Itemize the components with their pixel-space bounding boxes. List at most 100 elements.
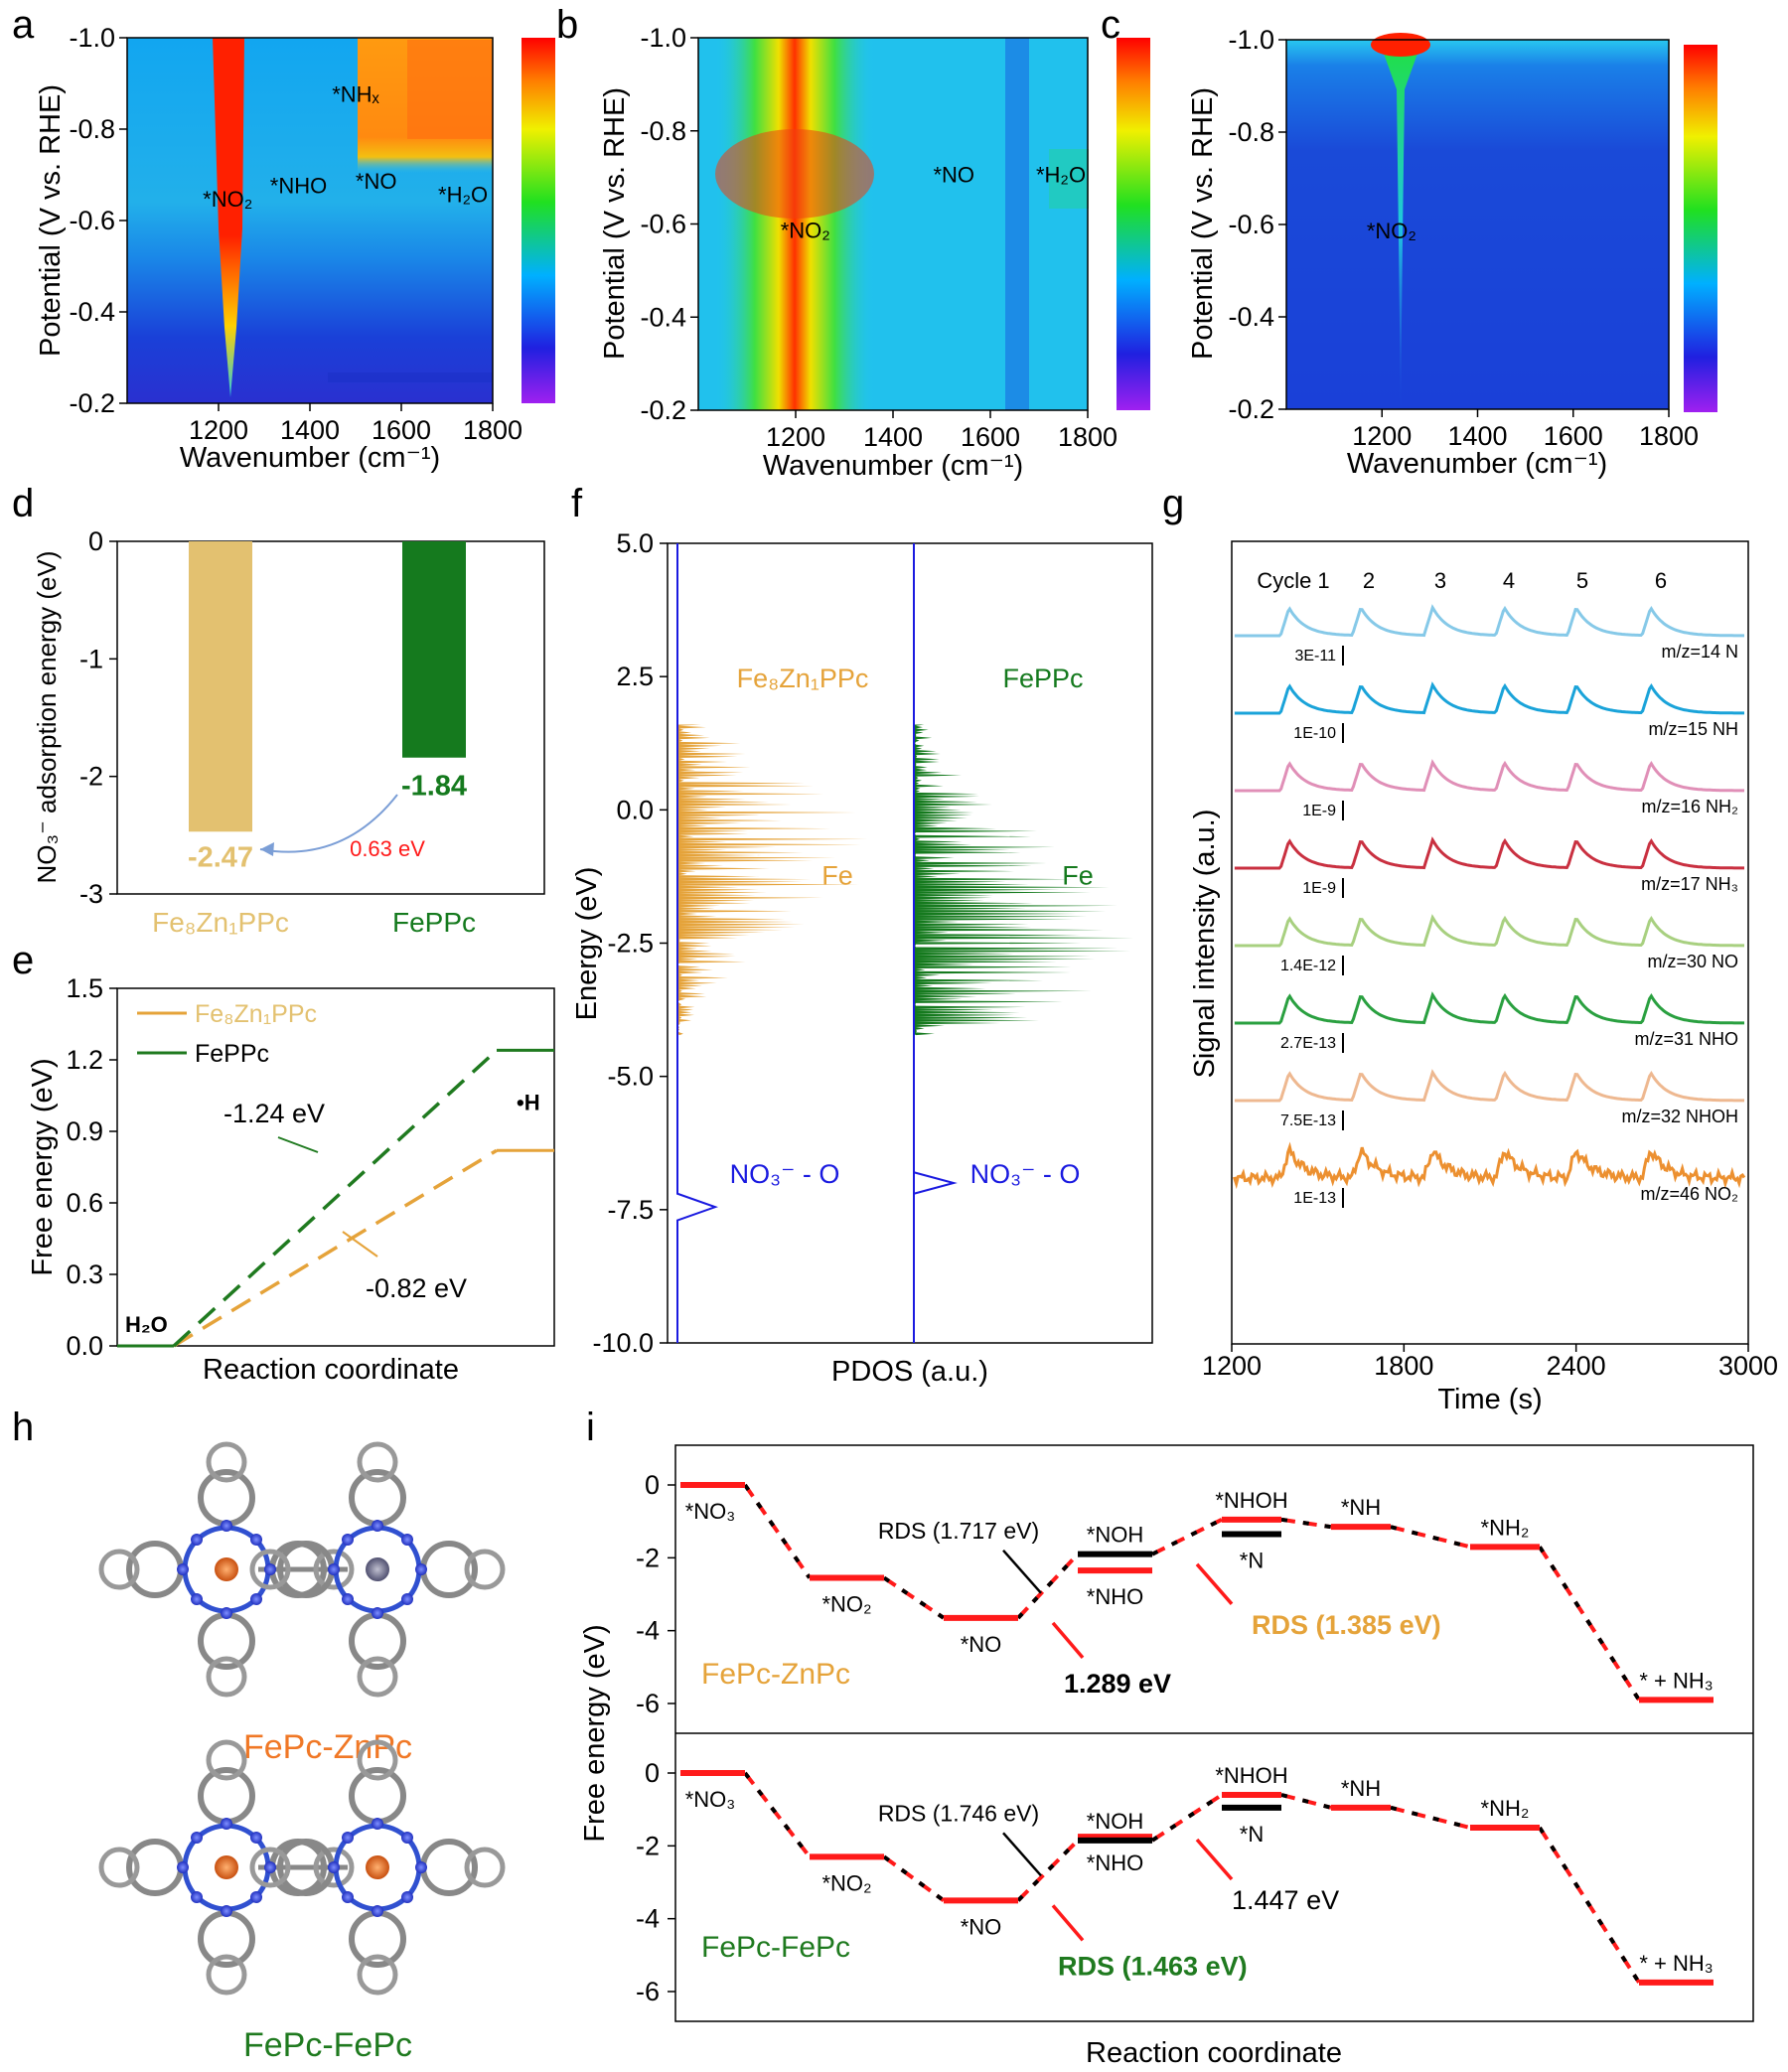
outer-ring: [98, 1847, 140, 1888]
series-label: m/z=32 NHOH: [1621, 1107, 1738, 1126]
pdos-o-label: NO₃⁻ - O: [970, 1159, 1081, 1189]
y-tick-label: -4: [636, 1616, 660, 1646]
red-arrow: [1195, 1838, 1234, 1881]
scale-label: 1E-9: [1302, 880, 1336, 897]
panel-letter-b: b: [556, 3, 578, 47]
rds-arrow: [1002, 1832, 1042, 1877]
pathway-connector-alt: [1016, 1839, 1080, 1902]
nitrogen-atom: [250, 1832, 262, 1844]
nitrogen-atom: [264, 1563, 276, 1575]
y-tick-label: -0.8: [69, 114, 115, 144]
pathway-connector-alt: [1150, 1793, 1224, 1843]
line-e-ylabel: Free energy (eV): [27, 1058, 59, 1275]
x-tick-label: 1800: [1058, 422, 1118, 452]
pdos-fe-label: Fe: [1062, 860, 1094, 890]
heatmap-c-axis-ticks: 1200 1400 1600 1800 -1.0 -0.8 -0.6 -0.4 -0.2: [1228, 25, 1699, 451]
nitrogen-atom: [342, 1891, 354, 1903]
heatmap-annotation: *H₂O: [438, 183, 488, 208]
y-tick-label: -2.5: [607, 929, 654, 959]
step-label: *NO₃: [685, 1787, 736, 1812]
nitrogen-atom: [342, 1832, 354, 1844]
nitrogen-atom: [342, 1593, 354, 1605]
nitrogen-atom: [328, 1563, 340, 1575]
heatmap-b-xlabel: Wavenumber (cm⁻¹): [763, 450, 1023, 482]
y-tick-label: -5.0: [607, 1062, 654, 1092]
y-tick-label: -0.4: [69, 297, 115, 327]
step-label: * + NH₃: [1639, 1951, 1713, 1976]
scale-label: 7.5E-13: [1280, 1112, 1336, 1129]
cycle-label: 3: [1434, 568, 1446, 593]
y-tick-label: 1.2: [66, 1045, 103, 1075]
molecule-fepc-fepc: [98, 1739, 506, 1996]
series-label: m/z=17 NH₃: [1641, 874, 1738, 894]
profile-i-ylabel: Free energy (eV): [579, 1624, 611, 1842]
pathway-connector: [882, 1854, 946, 1902]
iron-atom: [215, 1855, 238, 1879]
y-tick-label: 5.0: [616, 528, 654, 558]
nitrogen-atom: [221, 1905, 232, 1917]
nitrogen-atom: [372, 1607, 383, 1619]
heatmap-b-hotspot: [715, 129, 874, 219]
step-label: *NH: [1341, 1495, 1381, 1520]
panel-letter-d: d: [12, 482, 34, 525]
outer-ring: [249, 1847, 291, 1888]
heatmap-c-background: [1286, 40, 1669, 409]
energy-annotation: -1.24 eV: [224, 1099, 325, 1128]
structure-label-fepc-znpc: FePc-ZnPc: [243, 1728, 412, 1766]
y-tick-label: -0.6: [69, 206, 115, 235]
heatmap-a-dark-band: [328, 372, 493, 382]
iron-atom: [215, 1557, 238, 1581]
nitrogen-atom: [401, 1534, 413, 1546]
molecule-fepc-znpc: [98, 1441, 506, 1698]
step-label: *NH: [1341, 1776, 1381, 1801]
y-tick-label: -2: [636, 1831, 660, 1860]
pathway-connector-alt: [1538, 1546, 1641, 1702]
y-tick-label: -10.0: [592, 1328, 654, 1358]
pathway-connector-alt: [1538, 1826, 1641, 1984]
pathway-connector: [1016, 1839, 1080, 1902]
outer-ring: [313, 1549, 355, 1590]
series-label: m/z=16 NH₂: [1641, 797, 1738, 816]
rds-annotation: RDS (1.717 eV): [878, 1518, 1039, 1544]
cycle-label: 6: [1655, 568, 1667, 593]
step-label: *N: [1240, 1822, 1264, 1847]
panel-f-pdos: 5.0 2.5 0.0 -2.5 -5.0 -7.5 -10.0 Fe₈Zn₁PPc Fe NO₃…: [571, 528, 1153, 1388]
nitrogen-atom: [415, 1861, 427, 1873]
heatmap-c-no2-band: [1379, 40, 1422, 409]
difference-arrow: [259, 794, 398, 853]
difference-annotation: 0.63 eV: [350, 836, 425, 861]
ms-signal-trace: [1234, 604, 1744, 638]
panel-g-ms-signals: 1200 1800 2400 3000 Cycle 1 2 3 4 5 6 m/z=14 N 3E-1…: [1189, 540, 1778, 1415]
y-tick-label: -0.4: [640, 302, 686, 332]
panel-letter-a: a: [12, 3, 35, 47]
outer-ring: [206, 1441, 247, 1483]
x-category-label: FePPc: [392, 907, 476, 938]
difference-arrowhead: [260, 842, 274, 856]
ms-g-ylabel: Signal intensity (a.u.): [1189, 810, 1221, 1079]
ms-signal-trace: [1234, 681, 1744, 715]
panel-e-line-chart: 0.0 0.3 0.6 0.9 1.2 1.5 Fe₈Zn₁PPc FePPc H₂O •H -1.…: [27, 973, 555, 1386]
legend-label: FePPc: [195, 1040, 269, 1068]
outer-ring: [206, 1739, 247, 1781]
outer-ring: [464, 1847, 506, 1888]
heatmap-a-h2o-region: [407, 40, 493, 139]
y-tick-label: 0: [88, 526, 103, 556]
x-category-label: Fe₈Zn₁PPc: [152, 907, 289, 938]
x-tick-label: 1400: [863, 422, 923, 452]
series-transition: [173, 1148, 498, 1348]
energy-annotation: 1.447 eV: [1232, 1885, 1339, 1915]
profile-i-xlabel: Reaction coordinate: [1086, 2037, 1342, 2069]
rds-annotation: RDS (1.746 eV): [878, 1800, 1039, 1826]
no3-pdos-feppc: [913, 1171, 958, 1195]
nitrogen-atom: [250, 1534, 262, 1546]
outer-ring: [206, 1656, 247, 1698]
y-tick-label: -2: [636, 1543, 660, 1572]
series-label: m/z=14 N: [1661, 642, 1738, 662]
state-label: H₂O: [125, 1312, 168, 1337]
pathway-connector: [1016, 1553, 1080, 1620]
system-label: FePc-ZnPc: [701, 1658, 850, 1691]
step-label: *NO₂: [821, 1870, 871, 1895]
no3-pdos-fe8zn1ppc: [676, 543, 719, 1343]
y-tick-label: -1.0: [640, 23, 686, 53]
x-tick-label: 1600: [372, 415, 431, 445]
